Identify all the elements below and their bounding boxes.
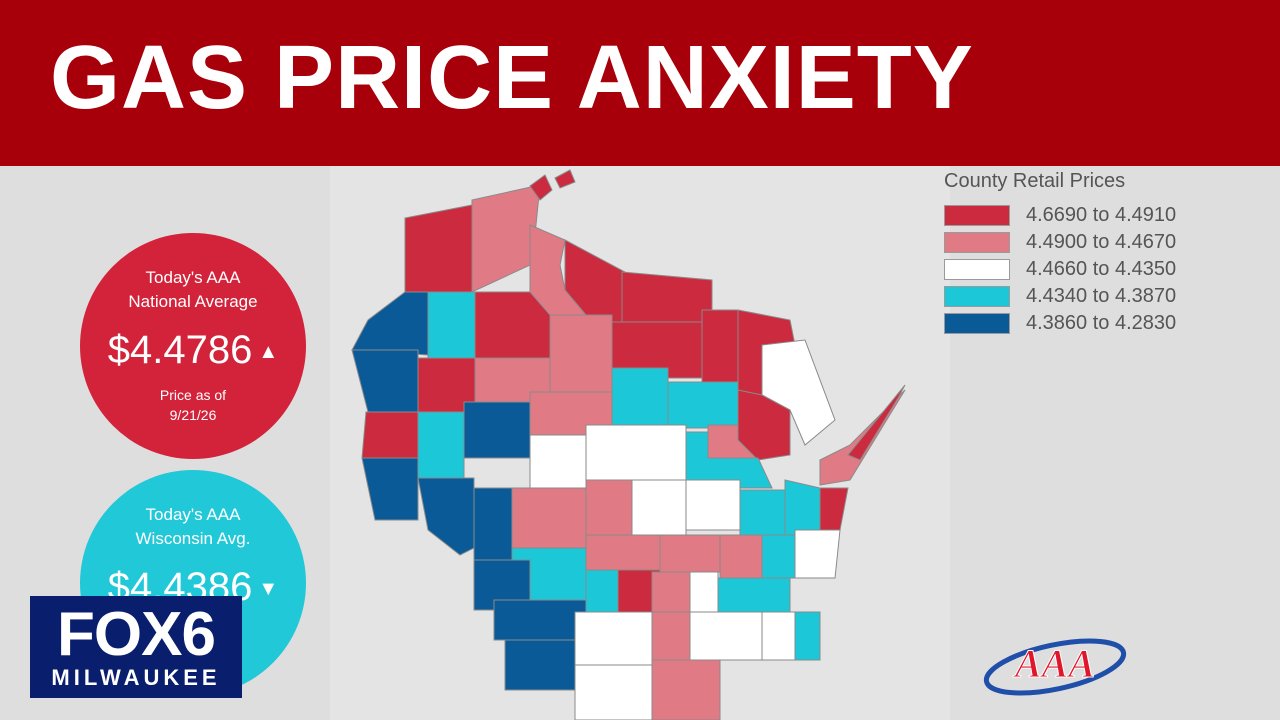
county-region <box>511 487 587 549</box>
national-price: $4.4786 ▲ <box>80 327 306 375</box>
county-region <box>554 169 576 189</box>
county-region <box>717 577 791 613</box>
county-region <box>574 611 653 666</box>
legend-range: 4.4900 to 4.4670 <box>1026 231 1177 253</box>
county-region <box>689 571 719 613</box>
legend-swatch <box>944 286 1010 307</box>
county-region <box>689 611 763 661</box>
aaa-logo: AAA <box>983 638 1127 696</box>
county-region <box>621 271 713 323</box>
aaa-logo-text: AAA <box>1012 641 1095 686</box>
county-region <box>404 204 473 293</box>
county-region <box>473 487 513 561</box>
county-region <box>504 639 576 691</box>
legend-item: 4.4340 to 4.3870 <box>944 284 1264 311</box>
trend-up-icon: ▲ <box>258 341 279 364</box>
county-region <box>631 479 687 539</box>
county-region <box>361 457 419 521</box>
trend-down-icon: ▼ <box>258 578 279 601</box>
legend-range: 4.6690 to 4.4910 <box>1026 204 1177 226</box>
county-region <box>585 569 619 613</box>
national-asof-line2: 9/21/26 <box>169 407 217 423</box>
county-region <box>463 401 531 459</box>
county-region <box>351 291 429 356</box>
county-region <box>585 424 687 481</box>
national-label-line1: Today's AAA <box>145 268 241 287</box>
headline-banner: GAS PRICE ANXIETY <box>0 0 1280 166</box>
legend-swatch <box>944 232 1010 253</box>
county-region <box>651 611 691 661</box>
county-region <box>794 529 841 579</box>
national-price-value: $4.4786 <box>107 328 253 372</box>
county-region <box>351 349 419 413</box>
station-logo-line2: MILWAUKEE <box>51 665 221 690</box>
county-region <box>471 291 551 361</box>
legend-range: 4.4340 to 4.3870 <box>1026 285 1177 307</box>
legend-range: 4.4660 to 4.4350 <box>1026 258 1177 280</box>
county-region <box>417 411 465 479</box>
county-region <box>701 309 739 391</box>
county-region <box>529 174 553 201</box>
county-region <box>549 314 613 393</box>
wisconsin-label-line2: Wisconsin Avg. <box>135 529 251 548</box>
county-region <box>739 489 786 536</box>
county-region <box>574 664 653 720</box>
legend-item: 4.6690 to 4.4910 <box>944 203 1264 230</box>
county-region <box>761 611 796 661</box>
legend-item: 4.4900 to 4.4670 <box>944 230 1264 257</box>
national-asof-line1: Price as of <box>159 387 227 403</box>
county-region <box>493 599 587 641</box>
county-region <box>719 534 763 579</box>
county-region <box>611 367 669 426</box>
county-region <box>737 389 791 461</box>
legend-item: 4.3860 to 4.2830 <box>944 311 1264 338</box>
county-region <box>417 477 475 556</box>
legend-title: County Retail Prices <box>944 170 1126 192</box>
county-region <box>685 479 741 531</box>
national-label-line2: National Average <box>128 292 258 311</box>
county-region <box>847 384 906 461</box>
legend-item: 4.4660 to 4.4350 <box>944 257 1264 284</box>
county-region <box>794 611 821 661</box>
county-region <box>659 534 721 573</box>
legend-swatch <box>944 205 1010 226</box>
county-region <box>819 487 849 536</box>
county-region <box>784 479 821 536</box>
county-region <box>427 291 476 359</box>
county-region <box>761 534 796 579</box>
legend-swatch <box>944 259 1010 280</box>
county-region <box>361 411 419 459</box>
county-region <box>585 479 633 536</box>
fox6-station-logo: FOX6 MILWAUKEE <box>30 596 242 698</box>
national-average-circle: Today's AAA National Average $4.4786 ▲ Pr… <box>80 233 306 459</box>
county-region <box>585 534 661 571</box>
legend-range: 4.3860 to 4.2830 <box>1026 312 1177 334</box>
station-logo-line1: FOX6 <box>57 600 216 669</box>
county-region <box>651 659 721 720</box>
headline-title: GAS PRICE ANXIETY <box>50 28 974 128</box>
county-region <box>651 571 691 613</box>
wisconsin-label-line1: Today's AAA <box>145 505 241 524</box>
county-region <box>667 381 739 429</box>
map-legend: County Retail Prices 4.6690 to 4.4910 4.… <box>944 170 1264 338</box>
legend-swatch <box>944 313 1010 334</box>
